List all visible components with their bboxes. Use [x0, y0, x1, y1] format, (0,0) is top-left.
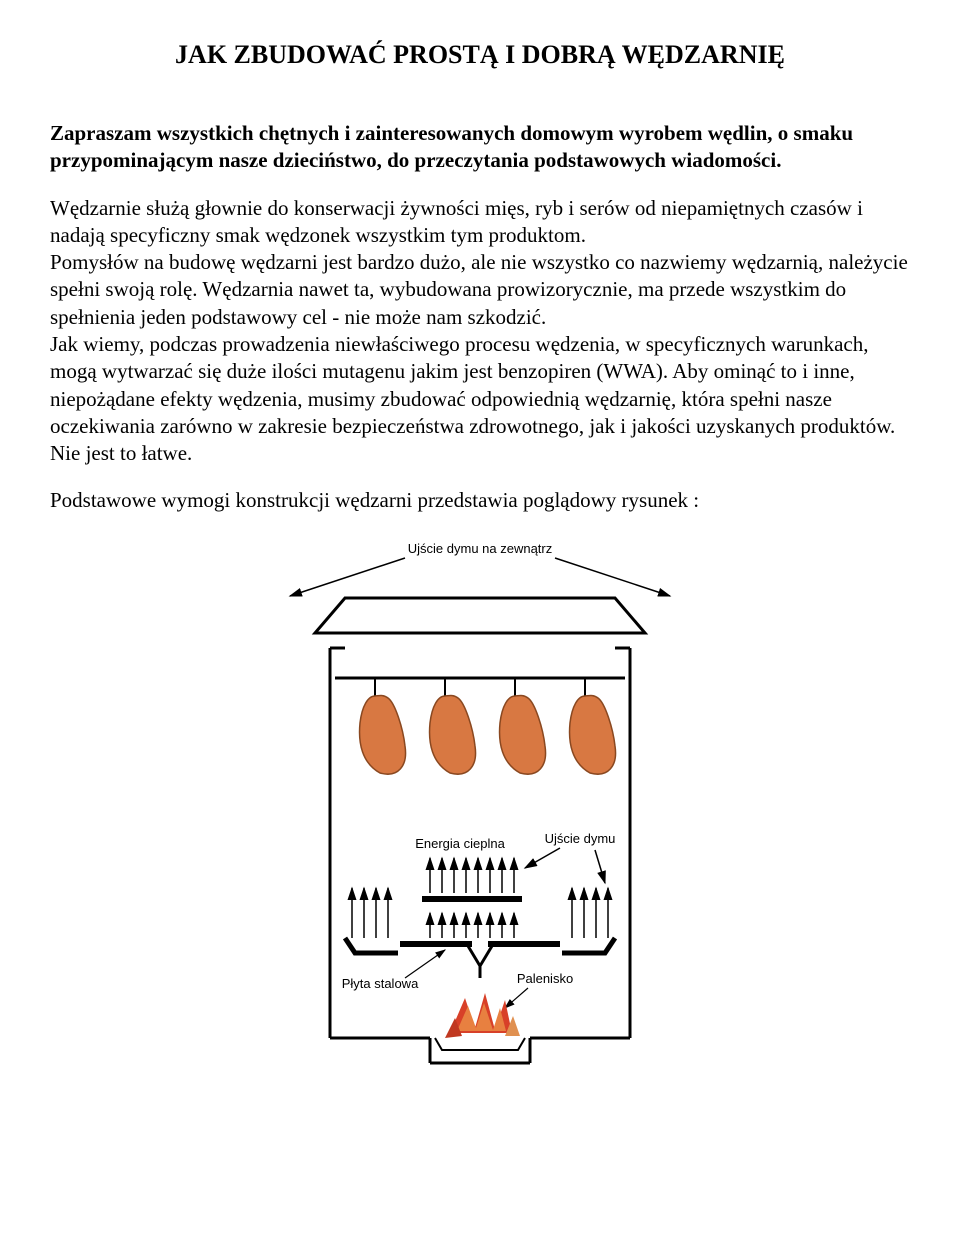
- meat-piece: [430, 678, 476, 774]
- intro-paragraph: Zapraszam wszystkich chętnych i zaintere…: [50, 120, 910, 175]
- meat-piece: [570, 678, 616, 774]
- heat-arrows-center: [430, 858, 514, 893]
- label-steel-plate: Płyta stalowa: [342, 976, 419, 991]
- meat-piece: [500, 678, 546, 774]
- heat-arrows-left: [352, 888, 388, 938]
- label-hearth: Palenisko: [517, 971, 573, 986]
- label-heat-energy: Energia cieplna: [415, 836, 505, 851]
- heat-arrows-right: [572, 888, 608, 938]
- heat-arrows-lower: [430, 913, 514, 938]
- smokehouse-diagram: Ujście dymu na zewnątrz: [250, 538, 710, 1083]
- meat-piece: [360, 678, 406, 774]
- label-smoke-out: Ujście dymu na zewnątrz: [408, 541, 553, 556]
- diagram-caption: Podstawowe wymogi konstrukcji wędzarni p…: [50, 488, 910, 513]
- label-smoke-exit: Ujście dymu: [545, 831, 616, 846]
- body-paragraph: Wędzarnie służą głownie do konserwacji ż…: [50, 195, 910, 468]
- page-title: JAK ZBUDOWAĆ PROSTĄ I DOBRĄ WĘDZARNIĘ: [50, 40, 910, 70]
- fire-icon: [445, 993, 520, 1038]
